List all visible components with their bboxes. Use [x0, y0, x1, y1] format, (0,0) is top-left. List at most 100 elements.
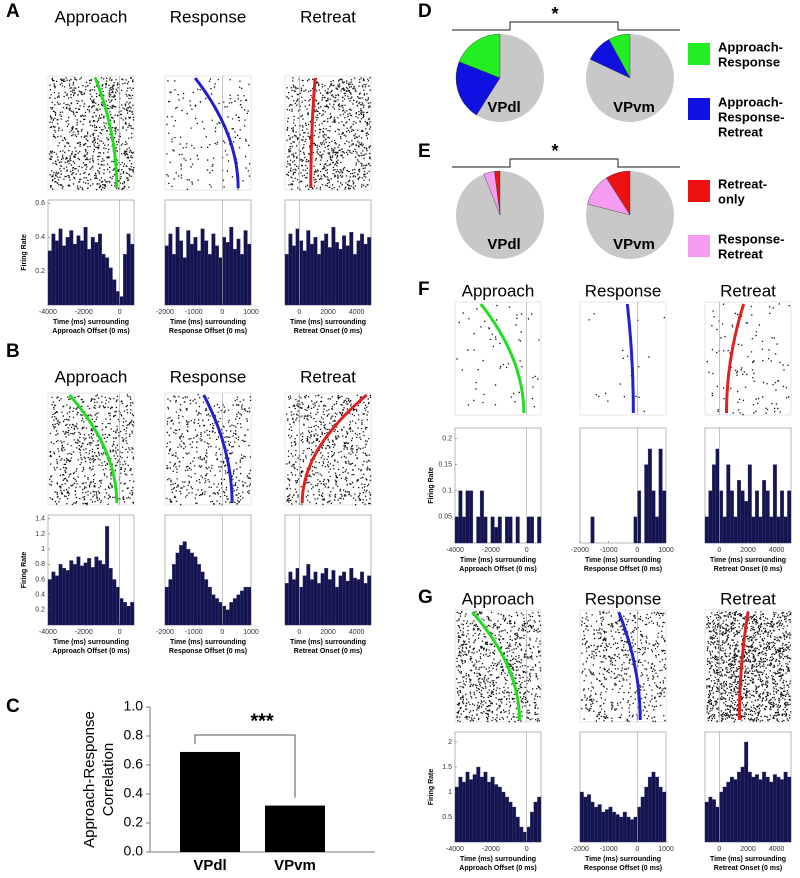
histogram-bar [345, 245, 350, 306]
panel-letter: C [6, 696, 20, 717]
pie-slice [589, 39, 631, 79]
histogram-bar [164, 586, 169, 626]
histogram-bar [247, 586, 252, 626]
histogram-bar [182, 257, 187, 306]
x-tick-label: -4000 [446, 547, 464, 554]
x-tick-label: 0 [297, 309, 301, 316]
x-tick-label: -2000 [156, 629, 174, 636]
histogram-bar [317, 254, 321, 306]
x-axis-label: Approach Offset (0 ms) [459, 865, 536, 872]
histogram-bar [215, 245, 219, 306]
x-tick-label: 4000 [349, 309, 365, 316]
significance-bracket [452, 158, 680, 168]
histogram-bar [465, 771, 470, 843]
histogram-bar [483, 516, 488, 544]
legend-label: only [718, 191, 745, 206]
x-axis-label: Time (ms) surrounding [460, 856, 536, 863]
raster-spikes [286, 77, 372, 191]
histogram-bar [55, 240, 59, 306]
raster-spikes [49, 77, 135, 191]
y-tick-label: 0.2 [35, 268, 45, 275]
x-tick-label: 0 [635, 846, 639, 853]
x-tick-label: -1000 [600, 547, 618, 554]
histogram-bar [306, 230, 311, 306]
histogram-bar [189, 552, 194, 626]
x-tick-label: -2000 [571, 547, 589, 554]
histogram-bar [90, 237, 95, 306]
y-axis-label: Firing Rate [428, 769, 435, 806]
column-title: Retreat [720, 281, 776, 300]
histogram-bar [367, 575, 372, 626]
x-axis-label: Time (ms) surrounding [53, 319, 129, 326]
significance: * [551, 141, 558, 161]
pie-label: VPvm [613, 99, 655, 116]
histogram-bar [608, 806, 613, 843]
column-title: Response [170, 7, 247, 26]
histogram-bar [218, 602, 223, 626]
legend-swatch [688, 180, 710, 202]
histogram-bar [284, 254, 289, 306]
histogram-bar [601, 811, 606, 843]
histogram-bar [331, 226, 336, 306]
histogram-bar [733, 779, 738, 843]
histogram-bar [490, 516, 495, 544]
histogram-bar [324, 567, 329, 626]
legend-label: Retreat- [718, 176, 767, 191]
histogram-bar [58, 564, 63, 626]
histogram-bar [658, 786, 663, 843]
histogram-bar [729, 490, 734, 544]
histogram-bar [232, 598, 237, 626]
histogram-bar [105, 257, 110, 306]
legend-label: Approach- [718, 39, 783, 54]
histogram-bar [320, 573, 325, 626]
raster-spikes [166, 394, 252, 506]
event-curve [617, 611, 642, 721]
histogram-bar [87, 558, 92, 626]
histogram-bar [537, 516, 542, 544]
histogram-bar [168, 233, 173, 306]
x-tick-label: 0 [118, 309, 122, 316]
x-tick-label: -1000 [600, 846, 618, 853]
x-tick-label: 0 [220, 309, 224, 316]
column-title: Response [585, 281, 662, 300]
histogram-bar [708, 796, 713, 843]
x-tick-label: -2000 [75, 629, 93, 636]
histogram-bar [200, 228, 205, 306]
histogram-bar [123, 254, 127, 306]
legend-label: Approach- [718, 94, 783, 109]
panel-letter: B [6, 341, 20, 362]
histogram-bar [508, 516, 513, 544]
histogram-bar [335, 586, 339, 626]
histogram-bar [483, 771, 488, 843]
x-axis-label: Time (ms) surrounding [710, 856, 786, 863]
histogram-bar [240, 590, 244, 626]
x-tick-label: 0 [525, 846, 529, 853]
histogram-bar [349, 567, 354, 626]
legend-label: Response [718, 54, 780, 69]
histogram-bar [747, 771, 752, 843]
histogram-bar [662, 791, 667, 843]
histogram-bar [313, 571, 318, 626]
raster-spikes [581, 611, 667, 723]
y-tick-label: 0.15 [438, 461, 452, 468]
histogram-bar [704, 801, 709, 843]
y-tick-label: 1.4 [35, 516, 45, 523]
x-axis-label: Response Offset (0 ms) [169, 648, 247, 655]
histogram-bar [51, 571, 56, 626]
y-tick-label: 1 [448, 789, 452, 796]
x-tick-label: 1000 [243, 629, 259, 636]
histogram-bar [751, 516, 756, 544]
x-tick-label: 1000 [658, 547, 674, 554]
event-curve [202, 394, 234, 504]
histogram-bar [94, 242, 99, 306]
histogram-bar [758, 779, 763, 843]
x-tick-label: -4000 [39, 629, 57, 636]
histogram-bar [232, 248, 237, 306]
histogram-bar [65, 237, 70, 306]
histogram-bar [519, 826, 524, 843]
histogram-bar [783, 516, 788, 544]
column-title: Approach [55, 7, 128, 26]
raster-spikes [286, 394, 372, 506]
x-axis-label: Approach Offset (0 ms) [52, 648, 129, 655]
